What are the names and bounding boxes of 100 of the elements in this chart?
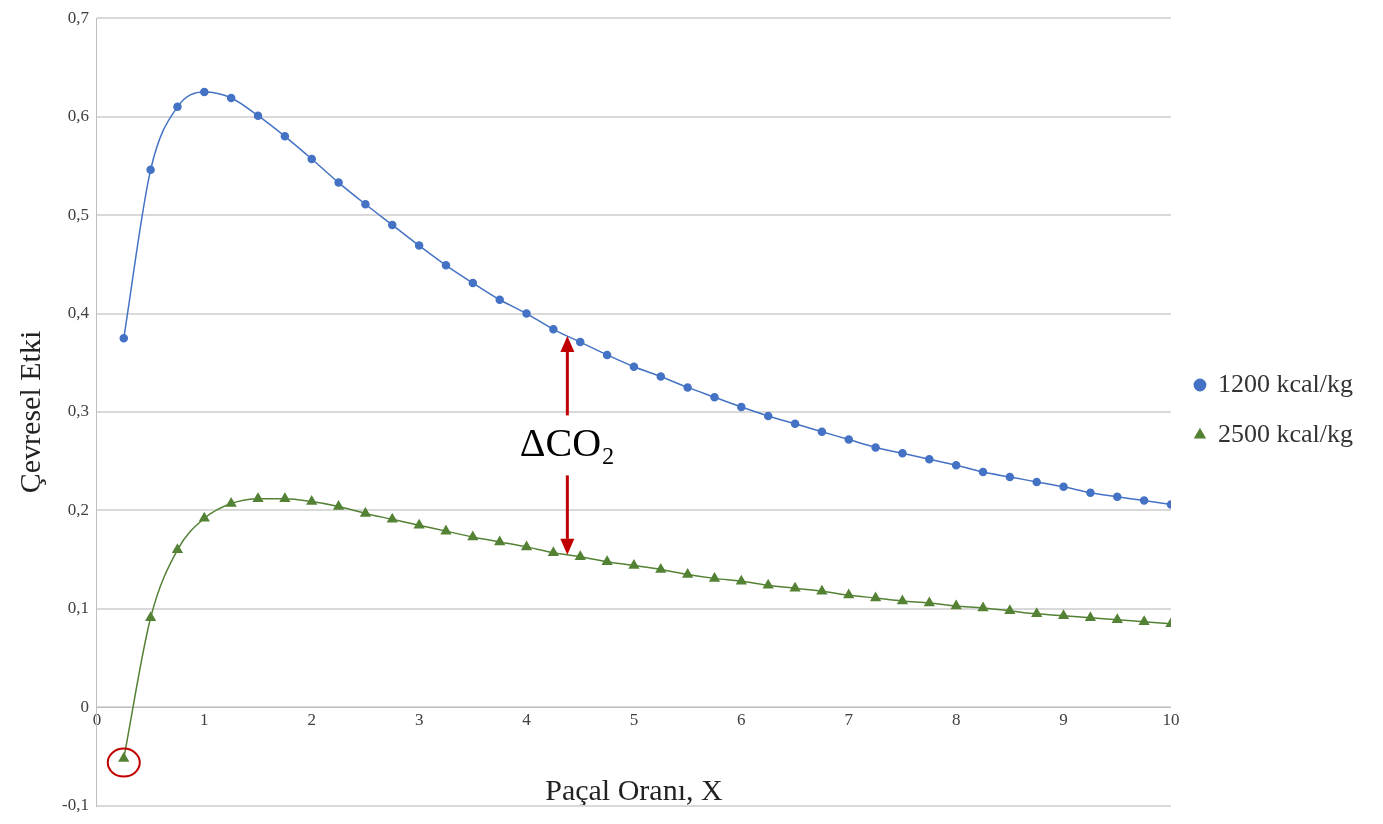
point bbox=[333, 500, 344, 510]
point bbox=[145, 612, 156, 622]
x-tick-label: 10 bbox=[1162, 710, 1180, 730]
point bbox=[173, 102, 182, 112]
point bbox=[898, 449, 907, 458]
point bbox=[816, 585, 827, 595]
point bbox=[1058, 610, 1069, 620]
point bbox=[817, 427, 827, 436]
point bbox=[226, 497, 237, 507]
point bbox=[549, 325, 558, 334]
annotation: ΔCO₂ bbox=[519, 419, 615, 465]
x-tick-label: 7 bbox=[844, 710, 854, 730]
point bbox=[1086, 488, 1095, 497]
point bbox=[334, 178, 343, 187]
x-tick-label: 1 bbox=[200, 710, 209, 730]
point bbox=[119, 333, 129, 343]
point bbox=[1032, 477, 1041, 487]
point bbox=[1139, 496, 1149, 505]
point bbox=[844, 435, 853, 444]
point bbox=[1031, 608, 1042, 618]
point bbox=[252, 492, 264, 502]
point bbox=[494, 536, 505, 546]
point bbox=[440, 525, 452, 535]
y-axis-title: Çevresel Etki bbox=[12, 330, 46, 494]
point bbox=[1004, 605, 1015, 615]
x-tick-label: 4 bbox=[522, 710, 532, 730]
point bbox=[279, 492, 290, 502]
point bbox=[1005, 472, 1015, 482]
point bbox=[146, 165, 155, 175]
point bbox=[789, 582, 801, 592]
point bbox=[897, 595, 908, 605]
y-tick-label: 0,1 bbox=[67, 598, 89, 618]
point bbox=[656, 372, 666, 381]
legend-label: 2500 kcal/kg bbox=[1217, 418, 1353, 448]
point bbox=[763, 579, 774, 589]
point bbox=[1112, 613, 1123, 623]
x-tick-label: 3 bbox=[414, 710, 424, 730]
point bbox=[548, 547, 559, 557]
point bbox=[575, 550, 586, 560]
point bbox=[655, 563, 666, 573]
point bbox=[951, 600, 962, 610]
point bbox=[280, 132, 290, 141]
point bbox=[1113, 492, 1122, 501]
point bbox=[1059, 482, 1068, 492]
point bbox=[1085, 612, 1096, 622]
point bbox=[414, 241, 424, 250]
point bbox=[628, 559, 640, 569]
x-tick-label: 6 bbox=[737, 710, 746, 730]
point bbox=[387, 513, 398, 523]
point bbox=[763, 411, 773, 421]
point bbox=[602, 350, 612, 360]
point bbox=[307, 154, 316, 164]
point bbox=[951, 460, 961, 470]
y-tick-label: 0 bbox=[80, 696, 89, 716]
point bbox=[709, 572, 720, 582]
y-tick-label: 0,3 bbox=[67, 401, 89, 421]
point bbox=[414, 519, 425, 529]
point bbox=[710, 392, 719, 402]
point bbox=[602, 555, 613, 565]
point bbox=[790, 419, 800, 429]
point bbox=[199, 512, 210, 522]
point bbox=[683, 383, 692, 392]
x-tick-label: 9 bbox=[1059, 710, 1068, 730]
y-tick-label: 0,7 bbox=[67, 7, 90, 27]
point bbox=[522, 309, 531, 318]
point bbox=[843, 589, 854, 599]
point bbox=[682, 568, 693, 578]
point bbox=[226, 93, 236, 103]
point bbox=[468, 278, 478, 288]
point bbox=[870, 592, 881, 602]
x-tick-label: 2 bbox=[307, 710, 316, 730]
y-tick-label: 0,6 bbox=[67, 106, 89, 126]
point bbox=[1139, 615, 1150, 625]
y-tick-label: 0,4 bbox=[67, 303, 90, 323]
point bbox=[736, 575, 747, 585]
point bbox=[361, 200, 370, 209]
point bbox=[978, 467, 988, 477]
legend-label: 1200 kcal/kg bbox=[1217, 368, 1353, 398]
point bbox=[388, 220, 397, 230]
x-axis-title: Paçal Oranı, X bbox=[545, 772, 723, 806]
point bbox=[924, 597, 935, 607]
y-tick-label: 0,2 bbox=[67, 499, 89, 519]
point bbox=[306, 495, 317, 505]
point bbox=[871, 443, 880, 452]
point bbox=[629, 362, 639, 371]
point bbox=[575, 337, 585, 347]
y-tick-label: 0,5 bbox=[67, 204, 89, 224]
point bbox=[360, 507, 371, 517]
x-tick-label: 8 bbox=[951, 710, 961, 730]
point bbox=[200, 87, 209, 97]
x-tick-label: 5 bbox=[629, 710, 639, 730]
point bbox=[172, 544, 183, 554]
point bbox=[737, 402, 746, 412]
point bbox=[495, 295, 504, 305]
point bbox=[925, 455, 934, 464]
point bbox=[253, 111, 263, 120]
point bbox=[521, 541, 532, 551]
y-tick-label: -0,1 bbox=[61, 795, 89, 815]
point bbox=[441, 261, 451, 270]
point bbox=[977, 602, 989, 612]
